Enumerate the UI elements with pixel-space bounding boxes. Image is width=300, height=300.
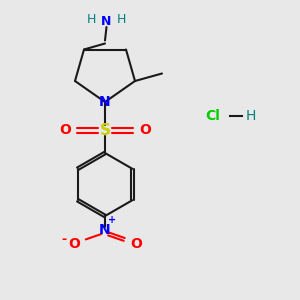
Text: O: O [68,238,80,251]
Text: N: N [99,95,111,109]
Text: H: H [87,13,96,26]
Text: O: O [130,238,142,251]
Text: N: N [99,223,111,237]
Text: S: S [100,123,110,138]
Text: N: N [101,15,112,28]
Text: -: - [61,233,67,247]
Text: O: O [59,124,71,137]
Text: H: H [117,13,126,26]
Text: Cl: Cl [206,109,220,122]
Text: O: O [139,124,151,137]
Text: +: + [107,215,116,225]
Text: H: H [245,109,256,122]
